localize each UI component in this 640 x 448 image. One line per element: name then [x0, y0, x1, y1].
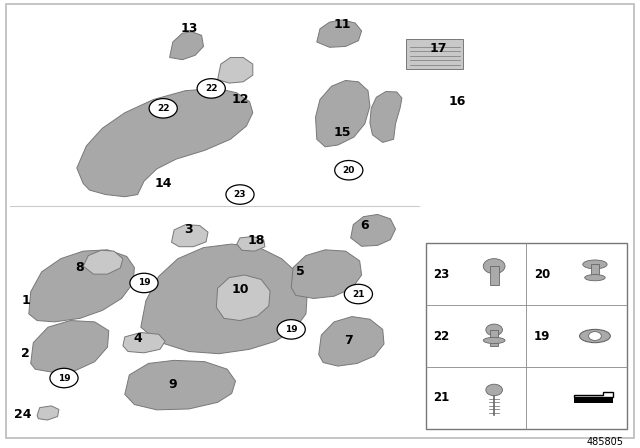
Circle shape [277, 320, 305, 339]
FancyBboxPatch shape [406, 39, 463, 69]
Text: 4: 4 [133, 332, 142, 345]
Polygon shape [317, 20, 362, 47]
Polygon shape [83, 250, 123, 274]
Circle shape [344, 284, 372, 304]
Circle shape [130, 273, 158, 293]
Text: 9: 9 [168, 378, 177, 391]
Circle shape [486, 384, 502, 396]
Text: 19: 19 [138, 279, 150, 288]
Text: 20: 20 [534, 267, 550, 280]
Polygon shape [125, 360, 236, 410]
Text: 21: 21 [352, 289, 365, 298]
Text: 22: 22 [433, 330, 449, 343]
Text: 23: 23 [234, 190, 246, 199]
Text: 20: 20 [342, 166, 355, 175]
FancyBboxPatch shape [490, 266, 499, 285]
Text: 19: 19 [534, 330, 550, 343]
FancyBboxPatch shape [591, 264, 599, 276]
Text: 15: 15 [333, 126, 351, 139]
Ellipse shape [580, 329, 611, 343]
Polygon shape [291, 250, 362, 298]
Text: 22: 22 [205, 84, 218, 93]
Ellipse shape [585, 275, 605, 281]
Text: 23: 23 [433, 267, 449, 280]
Polygon shape [216, 275, 270, 321]
Text: 18: 18 [247, 234, 265, 247]
FancyBboxPatch shape [575, 397, 613, 403]
Polygon shape [123, 332, 165, 353]
Polygon shape [77, 88, 253, 197]
Text: 16: 16 [449, 95, 467, 108]
Polygon shape [141, 244, 307, 354]
FancyBboxPatch shape [490, 330, 498, 346]
Text: 14: 14 [154, 177, 172, 190]
Ellipse shape [583, 260, 607, 269]
Ellipse shape [483, 337, 505, 344]
Text: 7: 7 [344, 334, 353, 347]
Circle shape [589, 332, 602, 340]
Text: 2: 2 [21, 347, 30, 360]
Circle shape [197, 79, 225, 98]
Text: 3: 3 [184, 224, 193, 237]
Circle shape [486, 324, 502, 336]
FancyBboxPatch shape [426, 243, 627, 429]
Text: 19: 19 [58, 374, 70, 383]
Text: 13: 13 [180, 22, 198, 35]
Polygon shape [237, 237, 265, 251]
Text: 22: 22 [157, 104, 170, 113]
Polygon shape [29, 250, 134, 322]
Text: 1: 1 [21, 294, 30, 307]
Polygon shape [370, 91, 402, 142]
Circle shape [335, 160, 363, 180]
Text: 11: 11 [333, 18, 351, 31]
Circle shape [149, 99, 177, 118]
Text: 485805: 485805 [587, 437, 624, 447]
Polygon shape [316, 81, 370, 147]
Text: 6: 6 [360, 219, 369, 232]
Polygon shape [172, 224, 208, 247]
Polygon shape [31, 321, 109, 372]
Text: 8: 8 [76, 261, 84, 274]
Polygon shape [575, 392, 613, 397]
Circle shape [226, 185, 254, 204]
Polygon shape [170, 32, 204, 60]
Polygon shape [319, 317, 384, 366]
Circle shape [483, 258, 505, 274]
Polygon shape [218, 57, 253, 83]
Text: 19: 19 [285, 325, 298, 334]
Text: 5: 5 [296, 265, 305, 278]
Text: 24: 24 [13, 408, 31, 421]
Text: 12: 12 [231, 93, 249, 106]
FancyBboxPatch shape [6, 4, 634, 438]
Text: 17: 17 [429, 42, 447, 55]
Text: 10: 10 [231, 283, 249, 296]
Polygon shape [351, 215, 396, 246]
Circle shape [50, 368, 78, 388]
Text: 21: 21 [433, 392, 449, 405]
Polygon shape [37, 406, 59, 420]
